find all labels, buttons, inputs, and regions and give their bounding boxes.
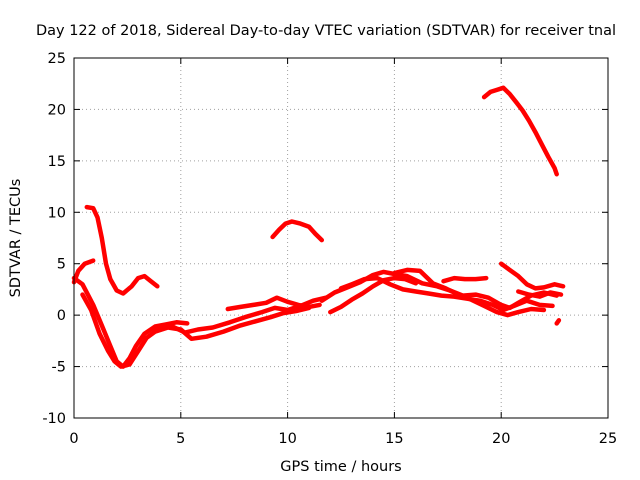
data-traces <box>71 85 566 369</box>
y-tick-label: -10 <box>42 411 66 427</box>
plot-frame <box>73 57 609 419</box>
data-trace-arc-3 <box>71 275 190 369</box>
data-trace-arc-14 <box>516 289 564 299</box>
y-tick-label: -5 <box>52 360 66 376</box>
data-trace-arc-1 <box>71 258 96 285</box>
data-trace-arc-11 <box>392 267 547 318</box>
x-tick-label: 10 <box>278 431 296 447</box>
y-tick-label: 10 <box>48 205 66 221</box>
x-tick-label: 20 <box>492 431 510 447</box>
data-trace-arc-2 <box>84 204 160 296</box>
data-trace-arc-16 <box>554 318 562 326</box>
data-trace-arc-8 <box>328 275 419 315</box>
data-trace-arc-10 <box>338 275 555 313</box>
y-tick-label: 5 <box>57 257 66 273</box>
data-trace-arc-7 <box>270 219 325 243</box>
axis-ticks: 0 5 10 15 20 25 -10 -5 0 5 10 15 20 25 <box>42 51 617 447</box>
x-axis-label: GPS time / hours <box>280 459 401 475</box>
x-tick-label: 0 <box>69 431 78 447</box>
data-trace-arc-13 <box>498 261 566 291</box>
data-trace-arc-6 <box>225 295 322 312</box>
y-tick-label: 15 <box>48 154 66 170</box>
y-tick-label: 20 <box>48 102 66 118</box>
y-axis-label: SDTVAR / TECUs <box>8 179 24 298</box>
x-tick-label: 5 <box>176 431 185 447</box>
y-tick-label: 0 <box>57 308 66 324</box>
chart-title: Day 122 of 2018, Sidereal Day-to-day VTE… <box>36 23 616 39</box>
data-trace-arc-15 <box>481 85 559 177</box>
y-tick-label: 25 <box>48 51 66 67</box>
data-trace-arc-12 <box>441 275 489 284</box>
grid-lines <box>74 58 608 418</box>
x-tick-label: 25 <box>599 431 617 447</box>
x-tick-label: 15 <box>385 431 403 447</box>
